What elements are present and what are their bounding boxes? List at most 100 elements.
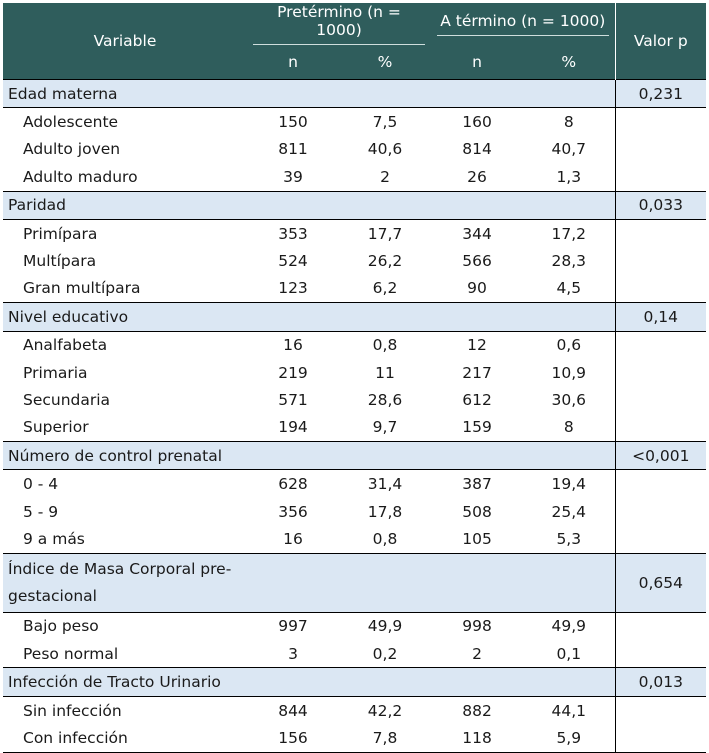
row-label: Adolescente: [23, 113, 119, 132]
row-label: 9 a más: [23, 529, 85, 548]
cell-pct-preterm: 6,2: [372, 279, 398, 298]
cell-pct-preterm: 28,6: [367, 390, 403, 409]
cell-pct-term: 8: [563, 418, 574, 437]
table-row: 9 a más 16 0,8 105 5,3: [3, 525, 707, 554]
table-row: Bajo peso 997 49,9 998 49,9: [3, 612, 707, 641]
cell-n-preterm: 16: [283, 336, 303, 355]
cell-p-empty: [614, 386, 707, 414]
category-row: Paridad 0,033: [3, 190, 707, 220]
category-label: Número de control prenatal: [3, 441, 616, 471]
cell-p-empty: [614, 331, 707, 359]
cell-n-term: 508: [462, 502, 492, 521]
header-group-preterm-label: Pretérmino (n = 1000): [253, 3, 426, 45]
cell-pct-term: 44,1: [551, 701, 587, 720]
category-row: Número de control prenatal <0,001: [3, 441, 707, 471]
cell-p-empty: [614, 247, 707, 275]
cell-n-term: 217: [462, 363, 492, 382]
cell-p-empty: [614, 107, 707, 136]
cell-p-empty: [614, 413, 707, 442]
cell-n-preterm: 3: [288, 644, 298, 663]
row-label: Gran multípara: [23, 279, 141, 298]
cell-n-preterm: 156: [247, 724, 339, 753]
cell-pct-term: 17,2: [551, 224, 587, 243]
table-row: Secundaria 571 28,6 612 30,6: [3, 386, 707, 414]
cell-p-empty: [614, 497, 707, 526]
category-label: Edad materna: [3, 78, 616, 109]
row-label: Primaria: [23, 363, 88, 382]
header-pct-term: %: [523, 45, 616, 80]
category-label-line2: gestacional: [8, 586, 97, 605]
cell-pct-term: 40,7: [551, 140, 587, 159]
row-label: Sin infección: [23, 701, 122, 720]
table-row: 5 - 9 356 17,8 508 25,4: [3, 497, 707, 526]
cell-pct-preterm: 7,5: [372, 113, 398, 132]
cell-pct-preterm: 26,2: [367, 252, 403, 271]
category-label-line1: Índice de Masa Corporal pre-: [8, 559, 232, 578]
cell-pct-term: 8: [563, 113, 574, 132]
table-row: Peso normal 3 0,2 2 0,1: [3, 640, 707, 668]
table-row: Multípara 524 26,2 566 28,3: [3, 247, 707, 275]
table-row: Superior 194 9,7 159 8: [3, 413, 707, 442]
cell-n-term: 344: [462, 224, 492, 243]
row-label: Bajo peso: [23, 617, 99, 636]
category-row: Nivel educativo 0,14: [3, 302, 707, 332]
cell-pct-preterm: 31,4: [367, 475, 403, 494]
cell-n-preterm: 844: [278, 701, 308, 720]
row-label: Analfabeta: [23, 336, 108, 355]
table-row: Primaria 219 11 217 10,9: [3, 358, 707, 387]
table-body: Edad materna 0,231 Adolescente 150 7,5 1…: [3, 78, 707, 753]
category-row: Edad materna 0,231: [3, 78, 707, 109]
row-label: Adulto maduro: [23, 167, 138, 186]
cell-n-term: 814: [462, 140, 492, 159]
cell-n-term: 160: [462, 113, 492, 132]
row-label: Superior: [23, 418, 89, 437]
cell-pct-term: 5,3: [556, 529, 582, 548]
cell-p-empty: [614, 135, 707, 164]
cell-n-term: 998: [462, 617, 492, 636]
table-row: 0 - 4 628 31,4 387 19,4: [3, 469, 707, 498]
data-table: Variable Pretérmino (n = 1000) A término…: [3, 3, 707, 753]
table-row: Sin infección 844 42,2 882 44,1: [3, 696, 707, 725]
cell-pct-term: 25,4: [551, 502, 587, 521]
table-row: Adulto maduro 39 2 26 1,3: [3, 163, 707, 192]
table-row: Analfabeta 16 0,8 12 0,6: [3, 331, 707, 359]
cell-pct-term: 28,3: [551, 252, 587, 271]
cell-n-preterm: 524: [278, 252, 308, 271]
cell-pct-term: 1,3: [556, 167, 582, 186]
table-row: Gran multípara 123 6,2 90 4,5: [3, 274, 707, 303]
cell-n-term: 882: [462, 701, 492, 720]
cell-pct-preterm: 0,8: [372, 336, 398, 355]
row-label: 5 - 9: [23, 502, 59, 521]
category-label: Paridad: [3, 190, 616, 220]
cell-n-preterm: 16: [283, 529, 303, 548]
category-p-value: 0,033: [614, 190, 707, 220]
header-pct-preterm: %: [339, 45, 432, 80]
table-row: Con infección 156 7,8 118 5,9: [3, 724, 707, 753]
category-p-value: 0,14: [614, 302, 707, 332]
row-label: Primípara: [23, 224, 98, 243]
cell-p-empty: [614, 612, 707, 641]
cell-n-term: 90: [467, 279, 487, 298]
header-group-preterm: Pretérmino (n = 1000): [247, 3, 432, 45]
cell-p-empty: [614, 274, 707, 303]
cell-n-term: 26: [467, 167, 487, 186]
table-header: Variable Pretérmino (n = 1000) A término…: [3, 3, 707, 80]
category-label: Nivel educativo: [3, 302, 616, 332]
cell-pct-preterm: 42,2: [367, 701, 403, 720]
header-group-term: A término (n = 1000): [431, 3, 616, 45]
cell-pct-term: 4,5: [556, 279, 582, 298]
category-row: Índice de Masa Corporal pre-gestacional …: [3, 552, 707, 613]
cell-n-term: 159: [462, 418, 492, 437]
row-label: Peso normal: [23, 644, 119, 663]
category-label: Infección de Tracto Urinario: [3, 667, 616, 697]
row-label: 0 - 4: [23, 475, 59, 494]
cell-pct-preterm: 7,8: [339, 724, 432, 753]
header-n-preterm: n: [247, 45, 339, 80]
cell-pct-term: 19,4: [551, 475, 587, 494]
header-n-term: n: [431, 45, 524, 80]
cell-pct-preterm: 17,8: [367, 502, 403, 521]
cell-n-term: 12: [467, 336, 487, 355]
cell-n-term: 566: [462, 252, 492, 271]
cell-n-preterm: 353: [278, 224, 308, 243]
cell-p-empty: [614, 640, 707, 668]
